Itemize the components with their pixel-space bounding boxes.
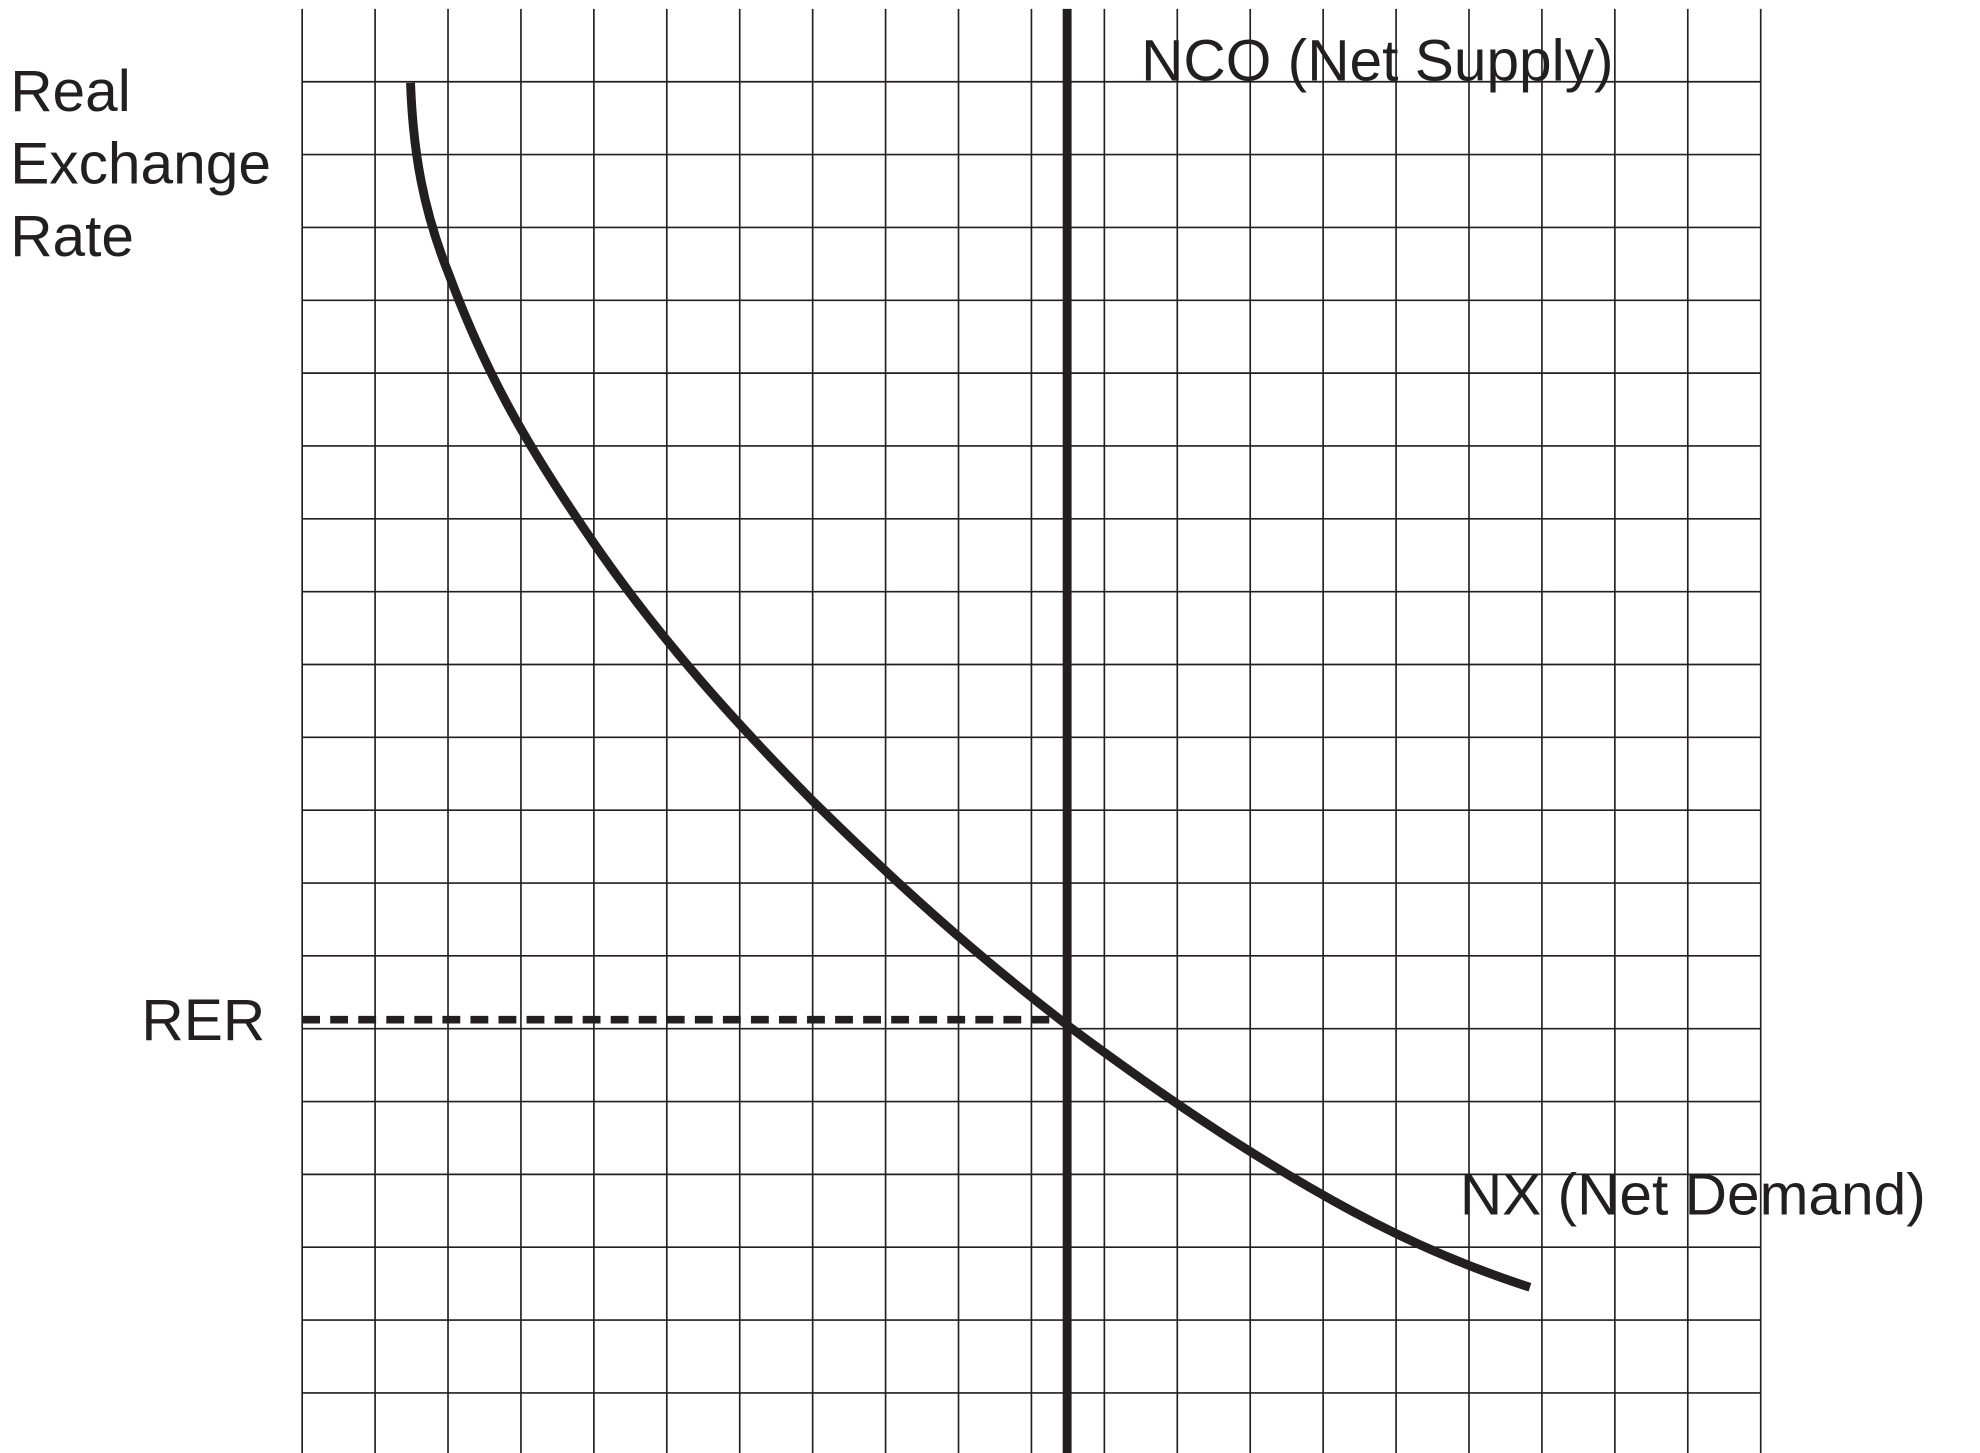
y-axis-label: Rate <box>10 204 134 269</box>
grid <box>301 8 1762 1453</box>
rer-label: RER <box>141 988 265 1053</box>
nco-label: NCO (Net Supply) <box>1141 28 1613 93</box>
nx-label: NX (Net Demand) <box>1460 1163 1926 1228</box>
y-axis-label: Exchange <box>10 132 271 197</box>
y-axis-label: Real <box>10 59 131 124</box>
nx-demand-curve <box>406 82 1532 1292</box>
